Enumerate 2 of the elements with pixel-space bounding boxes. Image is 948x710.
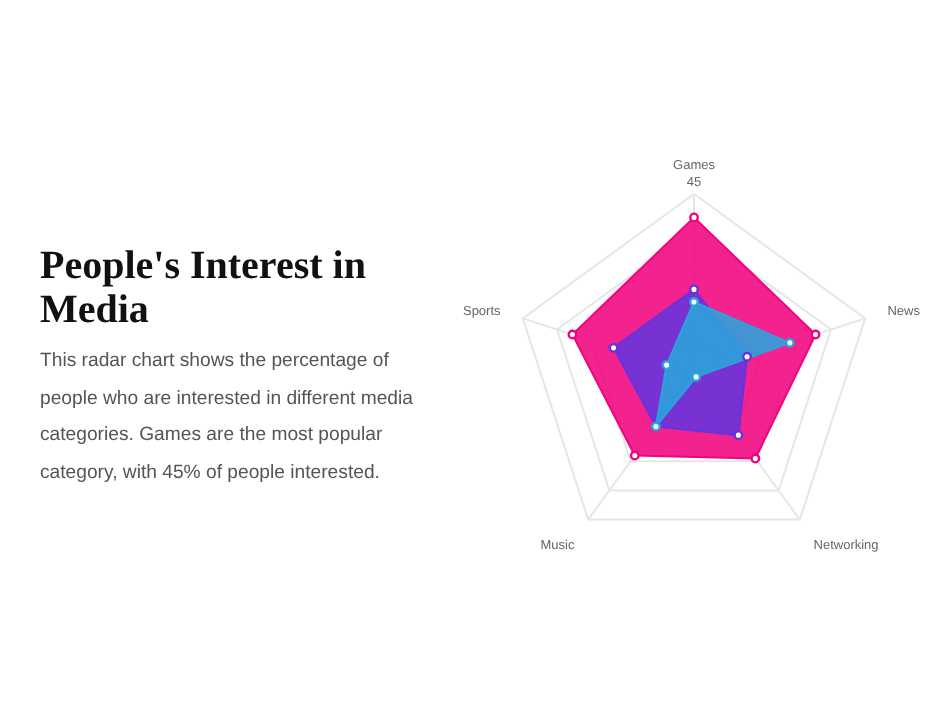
text: People's Interest in Media [40, 244, 368, 332]
text: This radar chart shows the percentage of people who are interested in different media categories. Games are the most popular category, with 45% of people interested. [40, 348, 415, 487]
